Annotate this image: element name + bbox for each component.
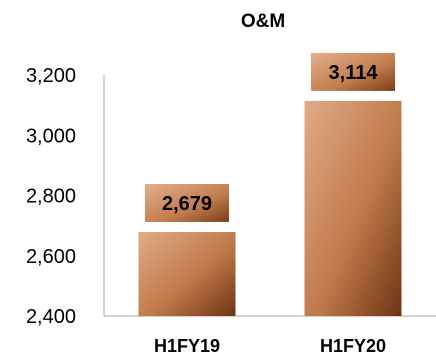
bars-group: 2,679 3,114 <box>138 52 402 316</box>
data-label: 3,114 <box>329 62 379 84</box>
y-tick-label: 2,800 <box>26 186 76 208</box>
y-tick-label: 3,000 <box>26 125 76 147</box>
data-label-box <box>145 183 229 222</box>
data-label-box <box>311 52 395 91</box>
bar-h1fy19 <box>138 231 236 316</box>
x-axis-labels: H1FY19 H1FY20 <box>154 336 386 356</box>
y-tick-label: 3,200 <box>26 65 76 87</box>
x-tick-label: H1FY20 <box>320 336 386 356</box>
bar-h1fy20 <box>304 100 402 316</box>
y-axis-ticks: 2,400 2,600 2,800 3,000 3,200 <box>26 65 76 328</box>
data-label: 2,679 <box>162 193 212 215</box>
x-tick-label: H1FY19 <box>154 336 220 356</box>
y-tick-label: 2,600 <box>26 246 76 268</box>
chart-title: O&M <box>241 11 285 32</box>
y-tick-label: 2,400 <box>26 306 76 328</box>
